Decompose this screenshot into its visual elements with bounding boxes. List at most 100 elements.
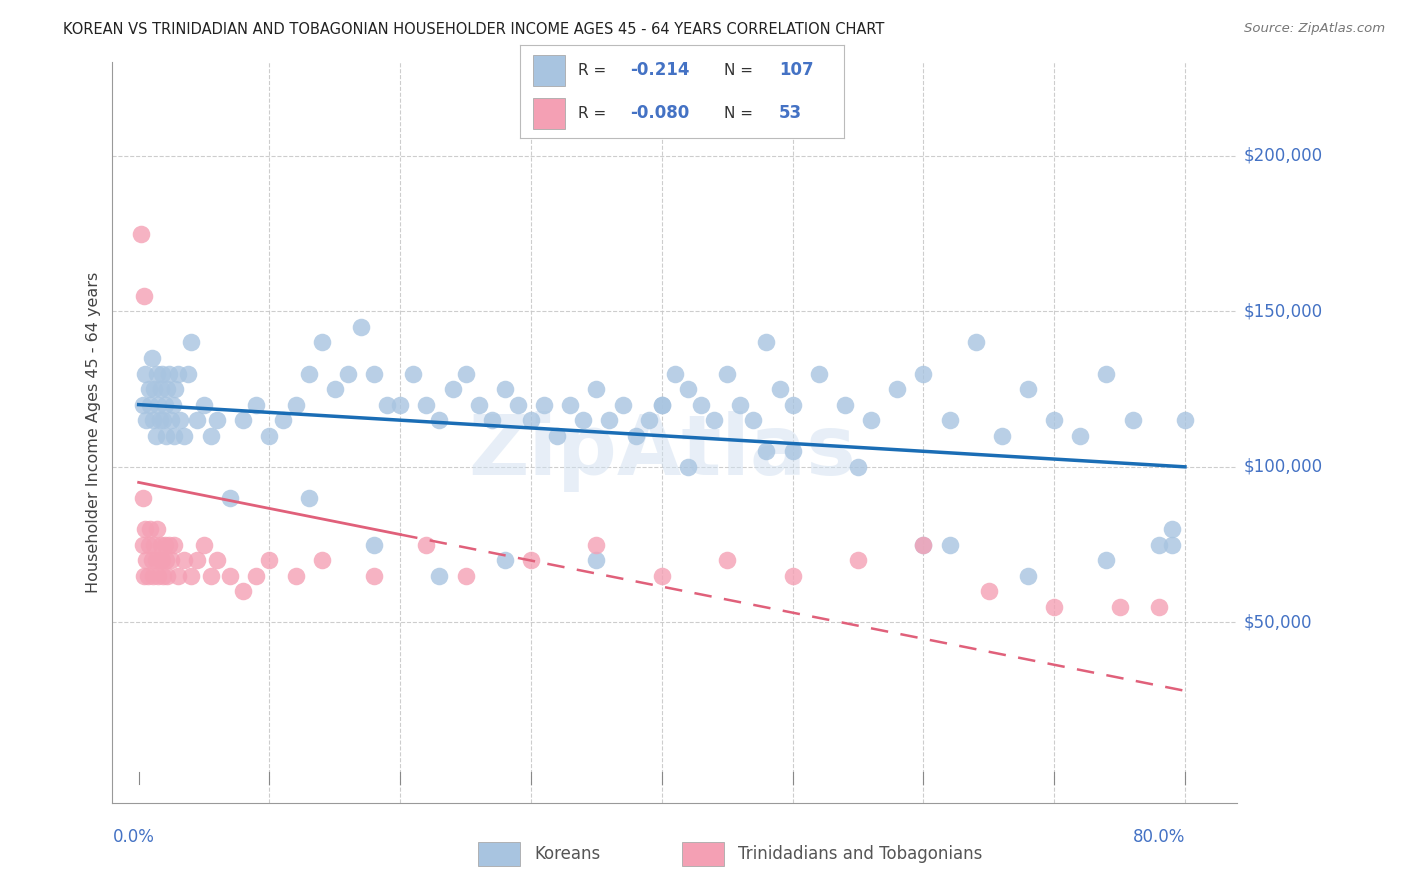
Point xyxy=(336,367,359,381)
Point xyxy=(193,538,215,552)
Point xyxy=(141,351,163,365)
Point xyxy=(1160,522,1182,536)
Text: Koreans: Koreans xyxy=(534,845,600,863)
Point xyxy=(938,538,960,552)
Point xyxy=(148,398,170,412)
Point xyxy=(311,553,333,567)
Point xyxy=(991,428,1014,442)
Text: -0.080: -0.080 xyxy=(630,104,689,122)
Point xyxy=(612,398,634,412)
Point xyxy=(546,428,568,442)
Point xyxy=(131,491,153,505)
Point xyxy=(219,568,242,582)
Point xyxy=(467,398,489,412)
Point xyxy=(520,413,543,427)
Point xyxy=(1017,382,1039,396)
Point xyxy=(232,584,254,599)
Point xyxy=(1095,553,1118,567)
Point xyxy=(938,413,960,427)
Point xyxy=(977,584,1000,599)
Point xyxy=(323,382,346,396)
Point xyxy=(1043,599,1066,614)
Point xyxy=(520,553,543,567)
Text: 80.0%: 80.0% xyxy=(1133,828,1185,846)
Point xyxy=(298,367,321,381)
Point xyxy=(716,367,738,381)
Point xyxy=(142,568,165,582)
Point xyxy=(651,398,673,412)
Point xyxy=(730,398,752,412)
Point xyxy=(807,367,830,381)
Point xyxy=(138,382,160,396)
Point xyxy=(506,398,529,412)
Point xyxy=(169,413,191,427)
Point xyxy=(134,522,156,536)
Point xyxy=(165,382,187,396)
Point xyxy=(363,538,385,552)
Point xyxy=(651,398,673,412)
Point xyxy=(205,413,228,427)
Text: $150,000: $150,000 xyxy=(1244,302,1323,320)
Point xyxy=(415,538,437,552)
Text: ZipAtlas: ZipAtlas xyxy=(468,411,856,491)
Point xyxy=(162,398,184,412)
Point xyxy=(1147,599,1170,614)
Point xyxy=(703,413,725,427)
Point xyxy=(142,413,165,427)
Y-axis label: Householder Income Ages 45 - 64 years: Householder Income Ages 45 - 64 years xyxy=(86,272,101,593)
Text: 107: 107 xyxy=(779,62,814,79)
Point xyxy=(149,538,172,552)
Point xyxy=(139,522,162,536)
Point xyxy=(150,553,173,567)
Point xyxy=(132,289,155,303)
Point xyxy=(298,491,321,505)
Point xyxy=(402,367,425,381)
Point xyxy=(143,382,166,396)
Point xyxy=(755,444,778,458)
Text: N =: N = xyxy=(724,106,754,121)
Point xyxy=(150,367,173,381)
Point xyxy=(152,413,174,427)
FancyBboxPatch shape xyxy=(682,842,724,866)
Point xyxy=(1069,428,1091,442)
Point xyxy=(193,398,215,412)
Point xyxy=(156,568,179,582)
Point xyxy=(676,459,699,474)
FancyBboxPatch shape xyxy=(533,55,565,86)
Point xyxy=(846,553,869,567)
Point xyxy=(481,413,503,427)
Point xyxy=(1122,413,1144,427)
Text: KOREAN VS TRINIDADIAN AND TOBAGONIAN HOUSEHOLDER INCOME AGES 45 - 64 YEARS CORRE: KOREAN VS TRINIDADIAN AND TOBAGONIAN HOU… xyxy=(63,22,884,37)
Point xyxy=(135,553,157,567)
Point xyxy=(155,428,177,442)
Point xyxy=(965,335,987,350)
Point xyxy=(690,398,713,412)
Point xyxy=(782,568,804,582)
Text: R =: R = xyxy=(578,106,606,121)
Point xyxy=(664,367,686,381)
Text: Source: ZipAtlas.com: Source: ZipAtlas.com xyxy=(1244,22,1385,36)
Point xyxy=(912,367,935,381)
Point xyxy=(350,319,373,334)
Point xyxy=(173,553,195,567)
Point xyxy=(245,398,267,412)
Text: R =: R = xyxy=(578,62,606,78)
Point xyxy=(912,538,935,552)
Point xyxy=(860,413,883,427)
Point xyxy=(363,568,385,582)
Text: $100,000: $100,000 xyxy=(1244,458,1323,475)
Point xyxy=(846,459,869,474)
Point xyxy=(157,538,180,552)
Point xyxy=(134,367,156,381)
Point xyxy=(136,568,159,582)
Point xyxy=(155,553,177,567)
Point xyxy=(637,413,659,427)
Point xyxy=(284,568,307,582)
Point xyxy=(177,367,200,381)
Point xyxy=(572,413,595,427)
Text: $50,000: $50,000 xyxy=(1244,614,1312,632)
Point xyxy=(146,522,169,536)
Point xyxy=(152,568,174,582)
Point xyxy=(624,428,647,442)
Point xyxy=(441,382,464,396)
